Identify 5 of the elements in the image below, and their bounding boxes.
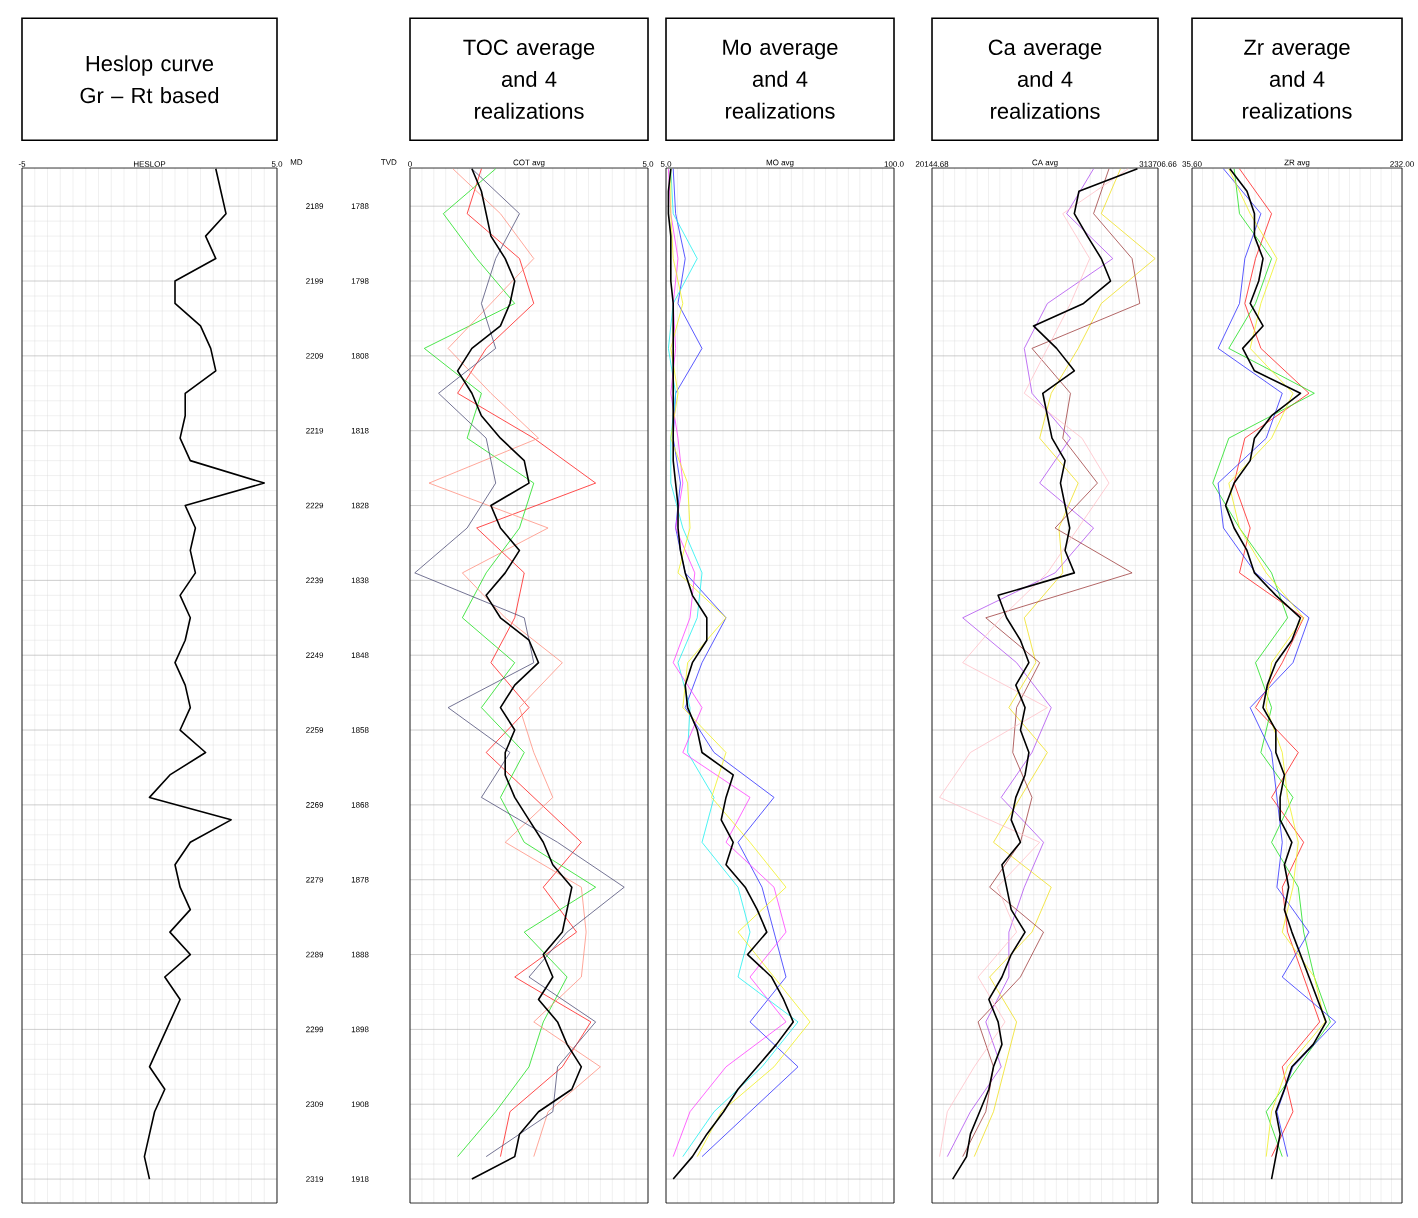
chart-title: TOC average and 4 realizations <box>463 39 595 119</box>
chart-title: Zr average and 4 realizations <box>1243 39 1352 119</box>
chart-title: Mo average and 4 realizations <box>723 39 838 119</box>
chart-title: Ca average and 4 realizations <box>988 39 1102 119</box>
chart-title: Heslop curve Gr – Rt based <box>80 55 219 104</box>
